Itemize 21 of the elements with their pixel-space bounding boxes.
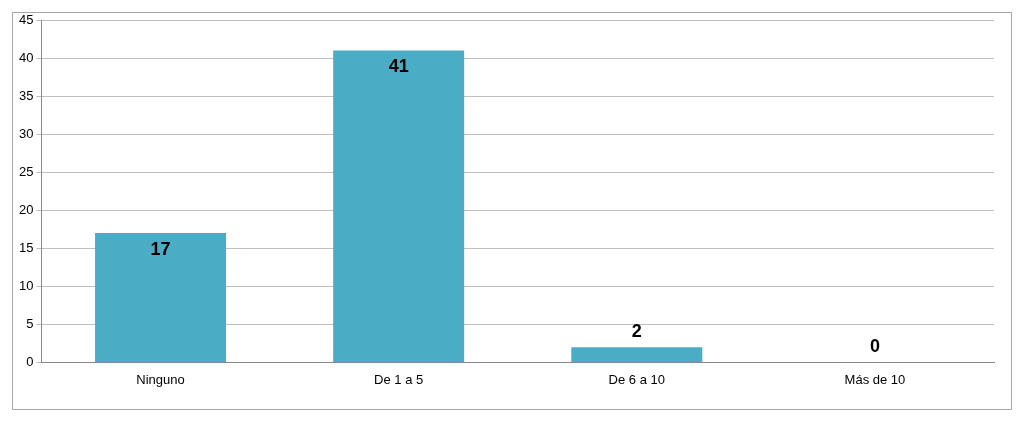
y-tick-label: 5: [26, 315, 34, 331]
y-tick-label: 10: [18, 277, 34, 293]
y-tick-label: 15: [18, 239, 34, 255]
x-tick-label: Ninguno: [136, 371, 185, 387]
y-tick-label: 20: [18, 201, 34, 217]
y-tick-label: 0: [26, 353, 34, 369]
y-tick-label: 45: [18, 11, 34, 27]
bar: [571, 347, 703, 362]
x-tick-label: Más de 10: [844, 371, 906, 387]
x-tick-label: De 1 a 5: [374, 371, 424, 387]
y-tick-label: 40: [18, 49, 34, 65]
data-label: 2: [631, 321, 642, 342]
y-tick-label: 35: [18, 87, 34, 103]
data-label: 17: [150, 239, 171, 260]
x-tick-label: De 6 a 10: [608, 371, 665, 387]
bar: [95, 233, 227, 362]
data-label: 41: [388, 56, 409, 77]
bar: [333, 50, 465, 362]
y-tick-label: 25: [18, 163, 34, 179]
y-tick-label: 30: [18, 125, 34, 141]
data-label: 0: [869, 336, 880, 357]
